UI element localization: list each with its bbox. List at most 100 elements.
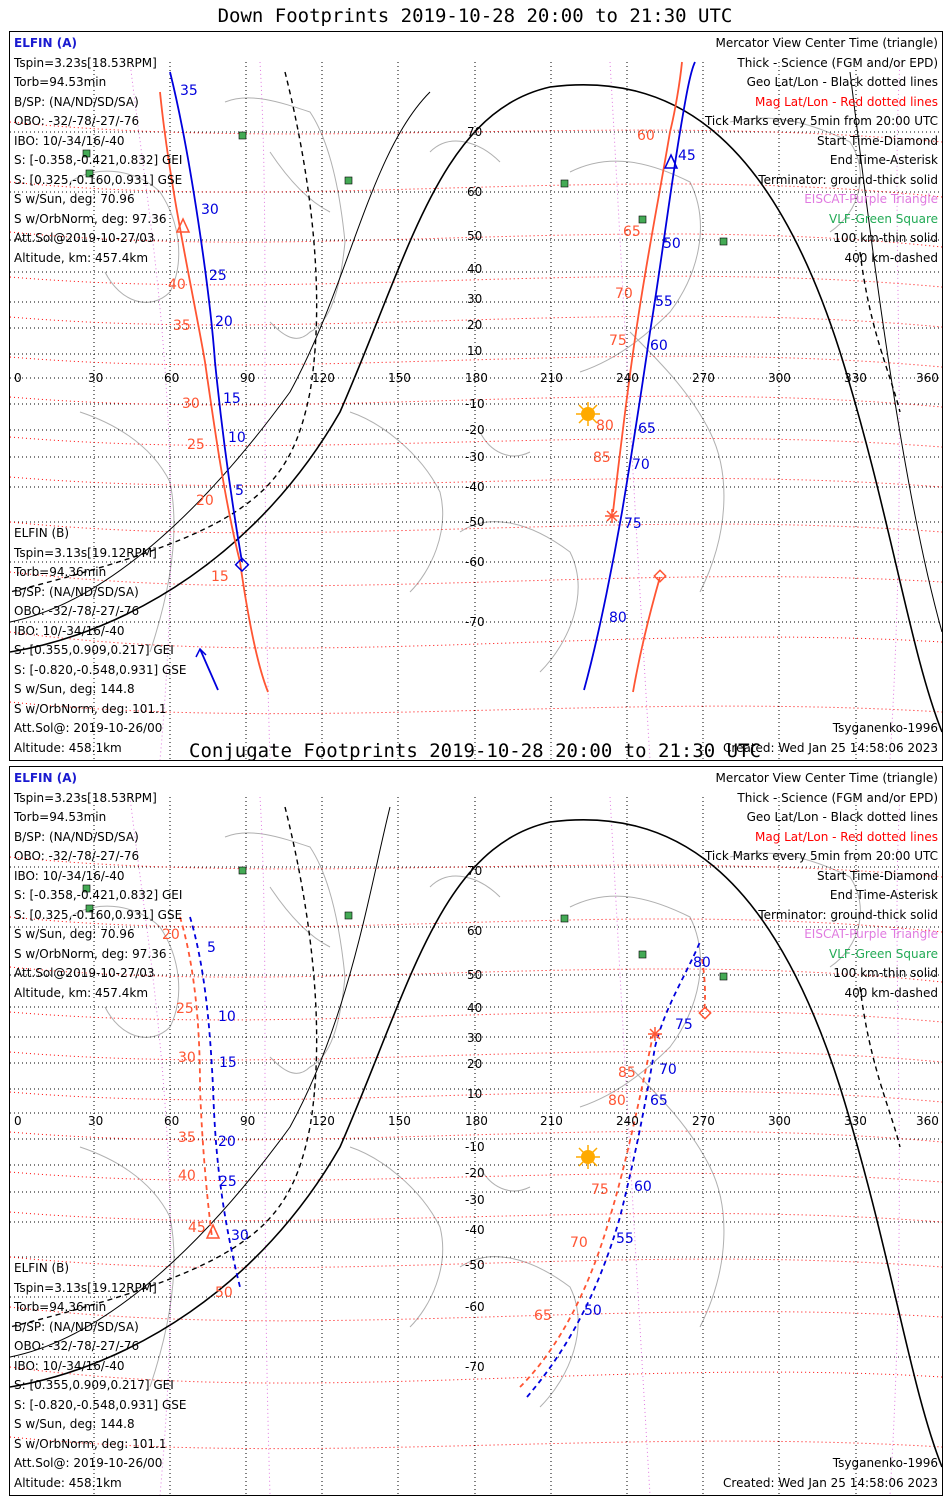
elfin-a-info: ELFIN (A) Tspin=3.23s[18.53RPM] Torb=94.…: [14, 769, 182, 1003]
created-date: Created: Wed Jan 25 14:58:06 2023: [723, 740, 938, 755]
lat-tick: 40: [467, 1001, 482, 1015]
eiscat-meridians: [129, 61, 901, 760]
altitude: Altitude, km: 457.4km: [14, 985, 149, 1000]
time-label: 20: [218, 1134, 236, 1150]
time-label: 15: [223, 391, 241, 407]
legend-100km: 100 km-thin solid: [833, 231, 938, 245]
lat-tick: -10: [465, 1140, 485, 1154]
lat-tick: 20: [467, 1057, 482, 1071]
elfin-b-end-asterisk-icon: [648, 1027, 662, 1041]
lon-tick-labels: 0 30 60 90 120 150 180 210 240 270 300 3…: [14, 371, 939, 385]
map-panel-conjugate: 0 30 60 90 120 150 180 210 240 270 300 3…: [9, 766, 943, 1496]
lat-tick: 50: [467, 968, 482, 982]
time-label: 60: [637, 128, 655, 144]
elfin-a-track: [189, 916, 701, 1398]
vlf-square-icon: [719, 237, 728, 246]
legend-end: End Time-Asterisk: [829, 153, 938, 167]
lon-tick: 270: [692, 1114, 715, 1128]
lon-tick: 300: [768, 1114, 791, 1128]
time-label: 25: [176, 1001, 194, 1017]
lon-tick: 180: [465, 1114, 488, 1128]
elfin-a-label: ELFIN (A): [14, 36, 77, 50]
time-label: 15: [219, 1055, 237, 1071]
lon-tick: 0: [14, 1114, 22, 1128]
elfin-a-label: ELFIN (A): [14, 771, 77, 785]
panel-title-down: Down Footprints 2019-10-28 20:00 to 21:3…: [217, 5, 733, 27]
torb: Torb=94.53min: [14, 75, 107, 89]
lon-tick: 360: [916, 1114, 939, 1128]
terminator: [10, 806, 942, 1468]
lat-tick: 60: [467, 924, 482, 938]
time-label: 45: [678, 148, 696, 164]
s-gei: S: [0.355,0.909,0.217] GEI: [14, 643, 174, 657]
time-label: 80: [596, 418, 614, 434]
lon-tick: 210: [540, 1114, 563, 1128]
vlf-square-icon: [85, 904, 94, 913]
elfin-a-time-labels: 5 10 15 20 25 30 80 75 70 65 60 55 50: [207, 940, 711, 1319]
lon-tick: 0: [14, 371, 22, 385]
time-label: 85: [593, 450, 611, 466]
vlf-square-icon: [560, 179, 569, 188]
lon-tick: 360: [916, 371, 939, 385]
elfin-b-time-labels: 20 25 30 35 40 45 50 85 80 75 70 65: [162, 927, 636, 1324]
geo-grid: [10, 797, 942, 1495]
lat-tick: -50: [465, 515, 485, 529]
time-label: 85: [618, 1065, 636, 1081]
time-label: 35: [178, 1130, 196, 1146]
legend-eiscat: EISCAT-Purple Triangle: [804, 927, 938, 941]
terminator: [10, 71, 942, 733]
time-label: 20: [196, 493, 214, 509]
tspin: Tspin=3.13s[19.12RPM]: [14, 1280, 157, 1295]
time-label: 10: [218, 1009, 236, 1025]
lat-tick: -20: [465, 1166, 485, 1180]
time-label: 65: [623, 224, 641, 240]
ibo: IBO: 10/-34/16/-40: [14, 133, 125, 148]
legend-geo: Geo Lat/Lon - Black dotted lines: [746, 75, 938, 89]
legend-thick: Thick - Science (FGM and/or EPD): [737, 55, 938, 70]
time-label: 35: [173, 318, 191, 334]
s-sun: S w/Sun, deg: 144.8: [14, 682, 135, 696]
time-label: 5: [235, 483, 244, 499]
bsp: B/SP: (NA/ND/SD/SA): [14, 94, 139, 109]
s-gei: S: [-0.358,-0.421,0.832] GEI: [14, 153, 183, 167]
lon-tick: 150: [388, 1114, 411, 1128]
lon-tick: 60: [164, 371, 179, 385]
vlf-square-icon: [719, 972, 728, 981]
legend-thick: Thick - Science (FGM and/or EPD): [737, 790, 938, 805]
torb: Torb=94.36min: [14, 1300, 107, 1314]
s-gei: S: [-0.358,-0.421,0.832] GEI: [14, 888, 183, 902]
time-label: 80: [693, 955, 711, 971]
time-label: 65: [638, 421, 656, 437]
map-canvas-conjugate: 0 30 60 90 120 150 180 210 240 270 300 3…: [10, 796, 942, 1495]
elfin-b-info: ELFIN (B) Tspin=3.13s[19.12RPM] Torb=94.…: [14, 524, 187, 758]
time-label: 25: [187, 437, 205, 453]
time-label: 30: [182, 396, 200, 412]
elfin-b-center-triangle-icon: [175, 217, 191, 233]
time-label: 55: [616, 1231, 634, 1247]
time-label: 20: [162, 927, 180, 943]
legend-vlf: VLF-Green Square: [829, 211, 938, 226]
time-label: 70: [632, 457, 650, 473]
lat-tick: 50: [467, 229, 482, 243]
elfin-a-info: ELFIN (A) Tspin=3.23s[18.53RPM] Torb=94.…: [14, 34, 182, 268]
elfin-a-time-labels: 35 30 25 20 15 10 5 45 50 55 60 65 70 75…: [180, 83, 696, 626]
lon-tick: 330: [844, 371, 867, 385]
s-gse: S: [0.325,-0.160,0.931] GSE: [14, 172, 183, 187]
legend-geo: Geo Lat/Lon - Black dotted lines: [746, 810, 938, 824]
lat-tick: -60: [465, 1300, 485, 1314]
sun-icon: [576, 1145, 600, 1169]
ibo: IBO: 10/-34/16/-40: [14, 868, 125, 883]
lon-tick: 240: [616, 1114, 639, 1128]
lon-tick: 180: [465, 371, 488, 385]
bsp: B/SP: (NA/ND/SD/SA): [14, 584, 139, 599]
s-gse: S: [0.325,-0.160,0.931] GSE: [14, 907, 183, 922]
legend-terminator: Terminator: ground-thick solid: [758, 907, 938, 922]
time-label: 25: [209, 268, 227, 284]
time-label: 30: [231, 1228, 249, 1244]
lon-tick-labels: 0 30 60 90 120 150 180 210 240 270 300 3…: [14, 1114, 939, 1128]
map-panel-down: 0 30 60 90 120 150 180 210 240 270 300 3…: [9, 31, 943, 761]
lon-tick: 30: [88, 371, 103, 385]
time-label: 10: [228, 430, 246, 446]
legend: Mercator View Center Time (triangle) Thi…: [705, 769, 938, 1003]
lon-tick: 330: [844, 1114, 867, 1128]
